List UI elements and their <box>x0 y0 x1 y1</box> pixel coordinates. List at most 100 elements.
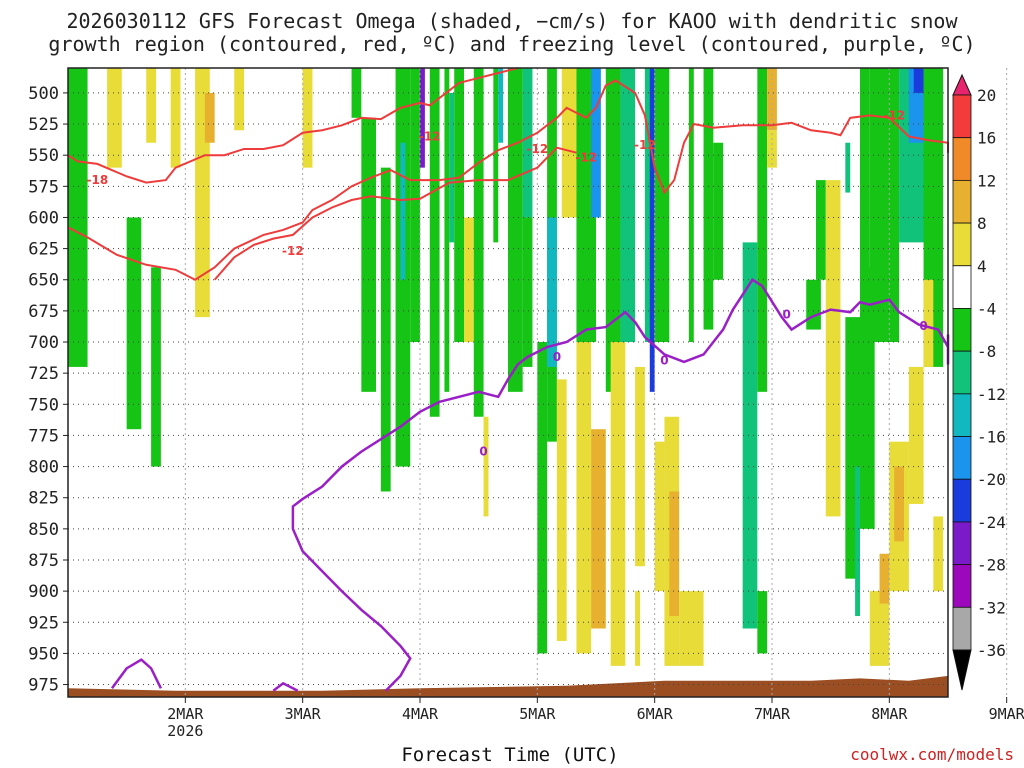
colorbar-tick-label: 16 <box>977 129 996 148</box>
colorbar-tick-label: 20 <box>977 86 996 105</box>
axes-layer: 5005255505756006256506757007257507758008… <box>28 67 1024 740</box>
omega-patch <box>908 366 924 504</box>
x-tick-label: 7MAR <box>754 705 791 723</box>
dgz-contour-label: -12 <box>282 244 304 258</box>
chart-title-line-1: 2026030112 GFS Forecast Omega (shaded, −… <box>66 9 958 33</box>
omega-patch <box>556 379 567 641</box>
omega-patch <box>605 68 621 392</box>
omega-patch <box>806 279 821 330</box>
omega-patch <box>473 68 484 417</box>
y-tick-label: 500 <box>28 84 59 104</box>
omega-patch <box>816 180 826 280</box>
freezing-level-label: 0 <box>660 354 668 368</box>
colorbar-band <box>952 265 972 309</box>
y-tick-label: 850 <box>28 520 59 540</box>
omega-patch <box>429 68 440 417</box>
omega-patch <box>380 167 391 492</box>
colorbar-band <box>952 393 972 437</box>
omega-patch <box>561 68 577 218</box>
colorbar-tick-label: -12 <box>977 385 1006 404</box>
y-tick-label: 775 <box>28 426 59 446</box>
omega-patch <box>635 366 645 567</box>
omega-patch <box>537 342 548 654</box>
omega-patch <box>845 142 851 193</box>
omega-patch <box>855 466 860 617</box>
x-tick-label: 5MAR <box>519 705 556 723</box>
colorbar-band <box>952 606 972 651</box>
colorbar-tick-label: -4 <box>977 299 996 318</box>
colorbar-band <box>952 94 972 139</box>
omega-patch <box>825 180 841 517</box>
omega-patch <box>498 68 504 143</box>
omega-patch <box>361 117 376 392</box>
y-tick-label: 875 <box>28 551 59 571</box>
terrain-layer <box>68 675 948 697</box>
freezing-level-layer: 0 0 0 0 0 <box>110 278 950 692</box>
omega-patch <box>869 68 900 343</box>
x-tick-label: 8MAR <box>871 705 908 723</box>
x-axis-label: Forecast Time (UTC) <box>401 744 619 766</box>
dgz-contour-layer: -18 -12 -12 -12 -12 -12 -12 <box>67 67 949 281</box>
colorbar-tick-label: -16 <box>977 428 1006 447</box>
colorbar-tick-label: -24 <box>977 513 1006 532</box>
dgz-contour-label: -12 <box>419 130 441 144</box>
omega-patch <box>522 217 533 367</box>
omega-patch <box>234 68 244 131</box>
dgz-contour-line <box>213 146 577 281</box>
x-tick-label: 9MAR <box>989 705 1024 723</box>
colorbar-tick-label: 4 <box>977 257 987 276</box>
omega-patch <box>444 68 450 392</box>
colorbar-band <box>952 179 972 224</box>
omega-patch <box>449 92 455 243</box>
colorbar: 20 16 12 8 4 -4 -8 -12 -16 -20 -24 -28 -32 -36 <box>952 73 1006 691</box>
freezing-level-label: 0 <box>479 445 487 459</box>
dgz-contour-label: -12 <box>526 142 548 156</box>
omega-patch <box>933 516 944 592</box>
omega-patch <box>860 68 870 367</box>
colorbar-tick-label: -36 <box>977 641 1006 660</box>
colorbar-tick-label: -32 <box>977 598 1006 617</box>
omega-patch <box>126 217 142 430</box>
x-tick-label: 3MAR <box>285 705 322 723</box>
omega-patch <box>610 342 626 666</box>
omega-patch <box>400 142 406 280</box>
omega-patch <box>591 68 601 218</box>
omega-patch <box>913 68 924 93</box>
omega-patch <box>703 68 714 330</box>
omega-patch <box>410 68 420 343</box>
y-tick-label: 950 <box>28 644 59 664</box>
y-tick-label: 975 <box>28 676 59 696</box>
y-tick-label: 825 <box>28 489 59 509</box>
colorbar-band <box>952 564 972 608</box>
y-tick-label: 575 <box>28 177 59 197</box>
omega-patch <box>547 217 557 367</box>
omega-patch <box>483 416 489 517</box>
omega-patch <box>635 591 640 666</box>
omega-patch <box>869 591 890 666</box>
dgz-contour-line <box>67 67 519 184</box>
omega-patch <box>420 68 425 168</box>
freezing-level-label: 0 <box>782 308 790 322</box>
y-tick-label: 900 <box>28 582 59 602</box>
y-tick-label: 750 <box>28 395 59 415</box>
omega-patch <box>493 68 499 243</box>
freezing-level-line <box>110 658 163 690</box>
omega-patch <box>107 68 122 168</box>
omega-patch <box>146 68 156 143</box>
omega-patch <box>454 68 464 343</box>
omega-patch <box>757 591 768 654</box>
omega-patch <box>204 92 215 143</box>
omega-patch <box>654 68 670 343</box>
omega-patch <box>302 68 313 168</box>
y-tick-label: 600 <box>28 208 59 228</box>
freezing-level-label: 0 <box>553 350 561 364</box>
omega-shading-layer <box>68 68 948 697</box>
y-tick-label: 725 <box>28 364 59 384</box>
omega-patch <box>170 68 181 168</box>
colorbar-band <box>952 222 972 267</box>
omega-patch <box>894 466 904 542</box>
colorbar-tick-label: -20 <box>977 470 1006 489</box>
omega-patch <box>151 267 161 467</box>
